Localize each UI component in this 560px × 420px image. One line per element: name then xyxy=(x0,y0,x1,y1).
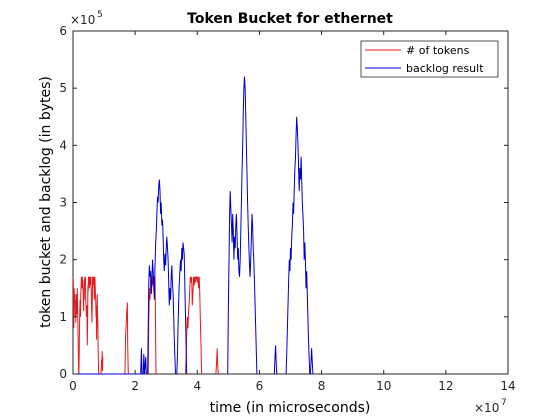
x-tick-label: 4 xyxy=(193,379,201,393)
x-exponent-power: 7 xyxy=(501,398,507,408)
y-exponent-power: 5 xyxy=(97,10,103,20)
y-exponent: ×10 5 xyxy=(70,10,103,27)
legend-box xyxy=(360,40,499,78)
series-layer xyxy=(72,76,314,375)
y-tick-label: 4 xyxy=(59,138,67,152)
y-tick-label: 6 xyxy=(59,24,67,38)
legend: # of tokens backlog result xyxy=(360,40,499,78)
x-tick-label: 8 xyxy=(318,379,326,393)
series-line-1-0 xyxy=(73,179,188,375)
y-tick-label: 1 xyxy=(59,310,67,324)
series-line-0-2 xyxy=(124,302,129,375)
y-tick-label: 0 xyxy=(59,367,67,381)
x-tick-label: 10 xyxy=(376,379,391,393)
x-tick-label: 6 xyxy=(256,379,264,393)
x-axis-label: time (in microseconds) xyxy=(210,400,371,416)
axes-box xyxy=(72,30,509,375)
series-line-0-5 xyxy=(215,348,219,375)
x-exponent: ×10 7 xyxy=(474,398,507,415)
x-exponent-base: ×10 xyxy=(474,401,499,415)
series-line-1-4 xyxy=(309,348,314,375)
series-line-0-3 xyxy=(147,276,157,375)
series-tokens xyxy=(72,276,219,375)
y-axis-label: token bucket and backlog (in bytes) xyxy=(38,76,54,328)
legend-label-tokens: # of tokens xyxy=(406,44,470,57)
series-line-1-3 xyxy=(285,116,311,375)
x-tick-label: 12 xyxy=(438,379,453,393)
series-line-0-1 xyxy=(100,351,104,375)
chart-title: Token Bucket for ethernet xyxy=(187,11,393,27)
series-backlog xyxy=(73,76,314,375)
y-tick-label: 3 xyxy=(59,196,67,210)
legend-label-backlog: backlog result xyxy=(406,62,484,75)
x-tick-label: 14 xyxy=(500,379,515,393)
y-exponent-base: ×10 xyxy=(70,13,95,27)
series-line-1-2 xyxy=(273,345,278,375)
series-line-0-4 xyxy=(185,276,203,375)
series-line-1-1 xyxy=(227,76,258,375)
y-tick-label: 5 xyxy=(59,81,67,95)
series-line-0-0 xyxy=(72,276,100,375)
x-tick-label: 2 xyxy=(131,379,139,393)
x-tick-label: 0 xyxy=(69,379,77,393)
y-tick-label: 2 xyxy=(59,253,67,267)
